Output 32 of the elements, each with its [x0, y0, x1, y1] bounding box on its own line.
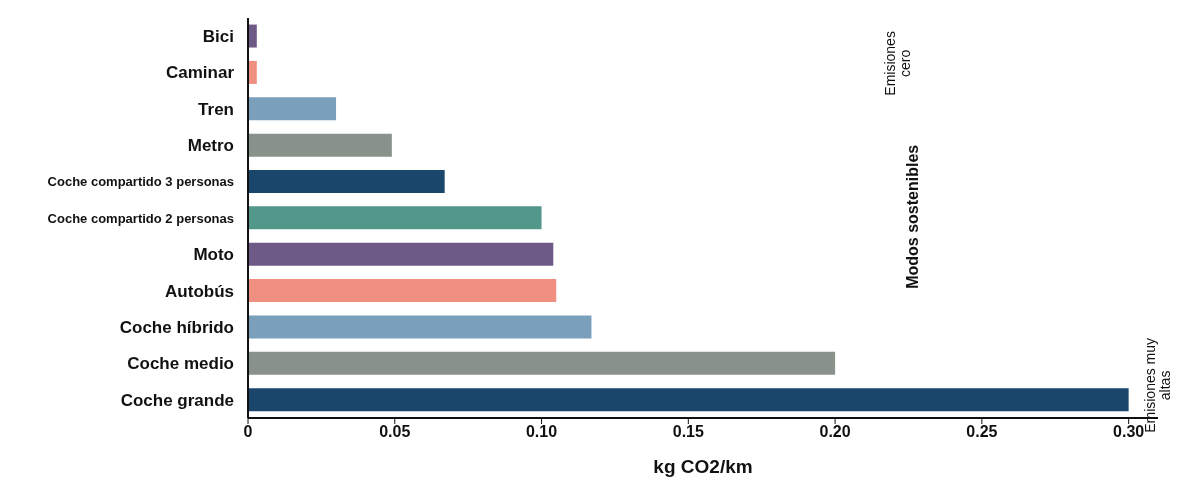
- y-tick-label: Metro: [187, 136, 234, 156]
- bar: [248, 97, 337, 121]
- y-tick-label: Tren: [198, 99, 234, 119]
- bar: [248, 279, 557, 303]
- y-tick-label: Coche medio: [127, 354, 234, 374]
- y-tick-label: Coche compartido 2 personas: [47, 210, 234, 226]
- x-axis-title: kg CO2/km: [653, 456, 753, 478]
- annotation: Modos sostenibles: [904, 143, 922, 291]
- annotation: Emisiones cero: [881, 30, 914, 98]
- x-tick-label: 0.25: [966, 423, 998, 441]
- y-tick-label: Bici: [202, 27, 234, 47]
- x-tick-label: 0.30: [1113, 423, 1145, 441]
- y-tick-label: Coche compartido 3 personas: [47, 174, 234, 190]
- y-tick-label: Moto: [193, 245, 234, 265]
- bar: [248, 315, 592, 339]
- bar: [248, 351, 836, 375]
- bar: [248, 242, 554, 266]
- bar: [248, 388, 1129, 412]
- bar: [248, 133, 392, 157]
- x-tick-label: 0: [243, 423, 253, 441]
- y-tick-label: Caminar: [165, 63, 235, 83]
- x-tick-label: 0.10: [525, 423, 558, 441]
- y-tick-label: Autobús: [165, 281, 234, 301]
- x-tick-label: 0.15: [672, 423, 704, 441]
- bar: [248, 170, 445, 193]
- bar: [248, 60, 257, 84]
- x-tick-label: 0.05: [379, 423, 411, 441]
- y-tick-label: Coche grande: [120, 390, 234, 410]
- bar: [248, 206, 542, 230]
- x-tick-label: 0.20: [819, 423, 851, 441]
- y-tick-label: Coche híbrido: [119, 318, 234, 338]
- bar: [248, 24, 257, 48]
